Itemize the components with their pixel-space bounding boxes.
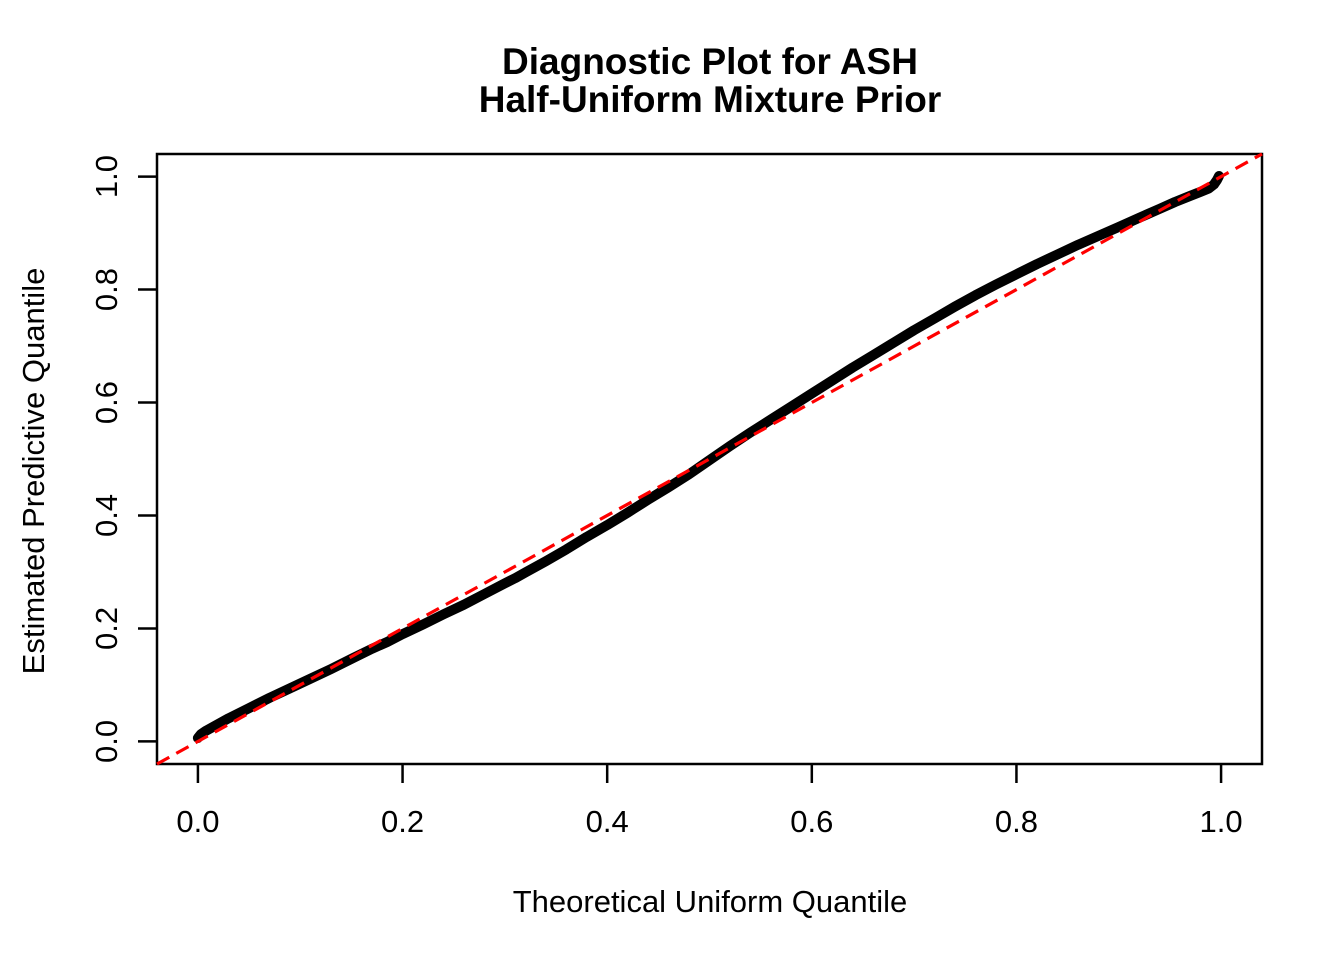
chart-title-line1: Diagnostic Plot for ASH	[502, 41, 918, 82]
x-tick-label: 0.6	[790, 804, 833, 839]
x-tick-label: 0.0	[176, 804, 219, 839]
y-axis-ticks	[138, 175, 157, 743]
y-tick-label: 1.0	[89, 155, 124, 198]
x-tick-label: 0.8	[995, 804, 1038, 839]
x-axis-label: Theoretical Uniform Quantile	[513, 884, 908, 919]
x-tick-label: 0.4	[586, 804, 629, 839]
x-tick-label: 0.2	[381, 804, 424, 839]
x-axis-ticks	[196, 764, 1223, 783]
plot-border	[155, 152, 1264, 766]
y-axis-label: Estimated Predictive Quantile	[16, 268, 51, 675]
y-tick-label: 0.4	[89, 494, 124, 537]
x-tick-label: 1.0	[1200, 804, 1243, 839]
qq-curve	[192, 171, 1224, 743]
y-tick-label: 0.2	[89, 607, 124, 650]
x-axis-tick-labels: 0.0 0.2 0.4 0.6 0.8 1.0	[176, 804, 1242, 839]
y-tick-label: 0.8	[89, 268, 124, 311]
chart-title-line2: Half-Uniform Mixture Prior	[479, 79, 942, 120]
y-axis-tick-labels: 0.0 0.2 0.4 0.6 0.8 1.0	[89, 155, 124, 763]
y-tick-label: 0.6	[89, 381, 124, 424]
y-tick-label: 0.0	[89, 720, 124, 763]
reference-diagonal-line	[156, 152, 1263, 766]
